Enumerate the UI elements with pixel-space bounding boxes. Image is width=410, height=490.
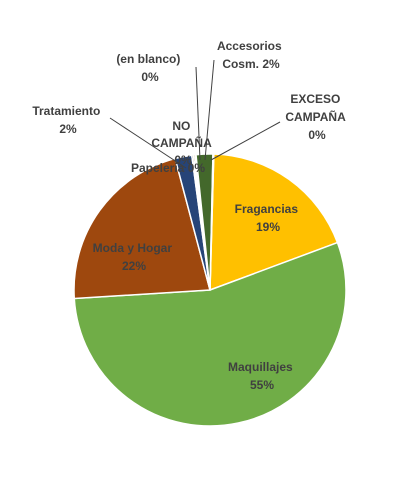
slice-label-maquillajes: Maquillajes 55% (228, 360, 296, 392)
slice-label-no-campana: NO CAMPAÑA 0% (151, 119, 214, 167)
pie-slice-moda-y-hogar (73, 157, 211, 300)
pie-slice-maquillajes (73, 241, 347, 427)
slice-label-exceso-campana: EXCESO CAMPAÑA 0% (285, 92, 348, 142)
leader-line-tratamiento (109, 117, 187, 169)
pie-slices (73, 153, 347, 427)
leader-line-exceso (210, 121, 281, 161)
slice-label-tratamiento: Tratamiento 2% (32, 104, 103, 136)
pie-slice-fragancias (209, 153, 339, 292)
leader-line-accesorios (204, 59, 215, 161)
slice-label-accesorios: Accesorios Cosm. 2% (217, 39, 285, 71)
leader-line-blanco (195, 66, 201, 161)
slice-label-moda-hogar: Moda y Hogar 22% (93, 241, 176, 273)
leader-lines (109, 59, 281, 169)
pie-slice-exceso-campaña (209, 153, 215, 291)
slice-label-papeleria: Papeleria 0% (131, 161, 205, 175)
slice-label-en-blanco: (en blanco) 0% (116, 52, 183, 84)
slice-label-fragancias: Fragancias 19% (235, 202, 302, 234)
